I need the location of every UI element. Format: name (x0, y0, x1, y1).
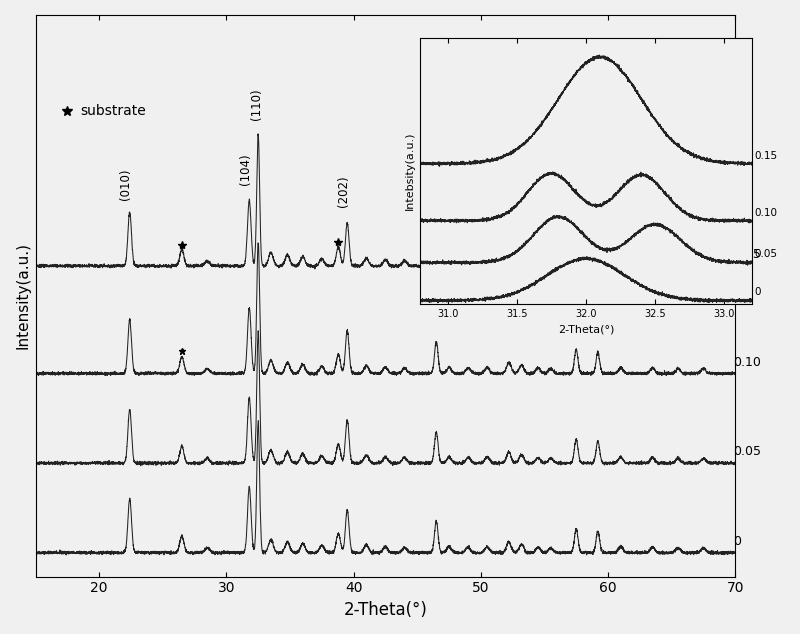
Text: 0.10: 0.10 (733, 356, 761, 369)
Text: 0.15: 0.15 (754, 150, 778, 160)
Text: (214): (214) (566, 193, 579, 225)
Text: 0.05: 0.05 (733, 445, 761, 458)
Y-axis label: Intensity(a.u.): Intensity(a.u.) (15, 242, 30, 349)
Text: 0.15: 0.15 (733, 248, 761, 261)
Text: substrate: substrate (80, 103, 146, 117)
Text: 0: 0 (754, 287, 762, 297)
X-axis label: 2-Theta(°): 2-Theta(°) (558, 325, 614, 335)
Text: 0: 0 (733, 535, 741, 548)
Text: 0.05: 0.05 (754, 249, 778, 259)
Text: (110): (110) (250, 88, 262, 120)
Text: (024): (024) (426, 188, 439, 219)
X-axis label: 2-Theta(°): 2-Theta(°) (343, 601, 427, 619)
Text: (202): (202) (337, 176, 350, 207)
Text: (010): (010) (119, 169, 132, 200)
Y-axis label: Intebsity(a.u.): Intebsity(a.u.) (405, 132, 414, 210)
Text: 0.10: 0.10 (754, 207, 778, 217)
Text: (300): (300) (589, 198, 602, 229)
Text: (104): (104) (239, 153, 252, 185)
